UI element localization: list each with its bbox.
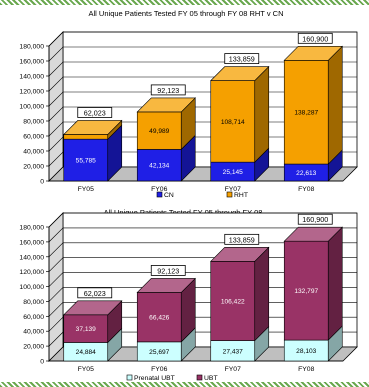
chart-title: All Unique Patients Tested FY 05 through… (104, 208, 263, 217)
total-label: 160,900 (302, 34, 328, 43)
total-label: 92,123 (157, 86, 179, 95)
legend-label: UBT (204, 375, 218, 382)
y-tick-label: 80,000 (23, 299, 44, 306)
x-tick-label: FY07 (225, 366, 241, 373)
bar-ubt-top (210, 247, 270, 262)
data-label-rht: 49,989 (149, 128, 170, 135)
y-tick-label: 160,000 (19, 59, 44, 66)
bar-ubt-top (283, 226, 343, 242)
y-tick-label: 180,000 (19, 225, 44, 232)
bar-ubt-front (210, 261, 256, 341)
y-tick-label: 120,000 (19, 269, 44, 276)
data-label-prenatal-ubt: 24,884 (76, 349, 97, 356)
x-tick-label: FY07 (225, 186, 241, 193)
data-label-prenatal-ubt: 27,437 (223, 348, 244, 355)
x-tick-label: FY05 (78, 366, 94, 373)
total-label-box (150, 265, 186, 276)
total-label-box (224, 233, 260, 245)
bar-cn-front (136, 149, 182, 182)
data-label-cn: 22,613 (296, 170, 317, 177)
data-label-ubt: 106,422 (221, 298, 245, 305)
bar-ubt-top (136, 278, 196, 293)
bar-rht-front (283, 60, 329, 165)
bar-rht-top (283, 46, 343, 61)
bar-rht-top (210, 66, 270, 81)
gridline (48, 31, 357, 47)
gridline (48, 46, 357, 62)
bar-ubt-top (63, 300, 123, 316)
bar-rht-front (136, 111, 182, 150)
y-tick-label: 40,000 (23, 149, 44, 156)
legend-label: CN (164, 192, 174, 199)
chart-rht-v-cn: All Unique Patients Tested FY 05 through… (19, 9, 358, 199)
total-label-box (297, 32, 333, 44)
bar-rht-front (63, 134, 109, 140)
y-tick-label: 0 (40, 359, 44, 366)
legend-label: RHT (234, 192, 248, 199)
y-tick-label: 80,000 (23, 119, 44, 126)
total-label: 160,900 (302, 215, 328, 224)
y-tick-label: 0 (40, 179, 44, 186)
data-label-ubt: 37,139 (76, 326, 97, 333)
total-label-box (77, 107, 113, 118)
legend-swatch (126, 374, 133, 381)
bar-ubt-side (254, 246, 270, 342)
y-tick-label: 20,000 (23, 164, 44, 171)
y-tick-label: 100,000 (19, 284, 44, 291)
bar-rht-top (63, 120, 123, 135)
data-label-ubt: 132,797 (294, 288, 318, 295)
data-label-prenatal-ubt: 28,103 (296, 348, 317, 355)
x-tick-label: FY06 (151, 366, 167, 373)
x-tick-label: FY08 (298, 186, 314, 193)
gridline (48, 212, 357, 228)
bar-rht-top (136, 97, 196, 113)
data-label-cn: 42,134 (149, 163, 170, 170)
y-tick-label: 60,000 (23, 134, 44, 141)
total-label: 62,023 (84, 108, 106, 117)
x-tick-label: FY06 (151, 186, 167, 193)
y-tick-label: 60,000 (23, 314, 44, 321)
bar-rht-side (254, 65, 270, 163)
bar-rht-side (327, 45, 343, 165)
chart-title: All Unique Patients Tested FY 05 through… (89, 9, 284, 18)
data-label-rht: 108,714 (221, 119, 245, 126)
total-label-box (77, 287, 113, 299)
legend-label: Prenatal UBT (134, 375, 175, 382)
data-label-ubt: 66,426 (149, 315, 170, 322)
y-tick-label: 140,000 (19, 254, 44, 261)
chart-ubt-v-prenatal: All Unique Patients Tested FY 05 through… (19, 208, 358, 382)
legend-swatch (196, 374, 203, 381)
total-label: 133,859 (229, 235, 255, 244)
y-tick-label: 120,000 (19, 89, 44, 96)
x-tick-label: FY08 (298, 366, 314, 373)
x-tick-label: FY05 (78, 186, 94, 193)
y-tick-label: 40,000 (23, 329, 44, 336)
y-tick-label: 140,000 (19, 74, 44, 81)
y-tick-label: 100,000 (19, 104, 44, 111)
bar-cn-front (63, 138, 109, 182)
legend-swatch (226, 191, 233, 198)
data-label-prenatal-ubt: 25,697 (149, 349, 170, 356)
bar-ubt-front (136, 292, 182, 343)
total-label: 62,023 (84, 289, 106, 298)
gridline (48, 227, 357, 243)
bar-ubt-front (283, 240, 329, 341)
total-label-box (150, 84, 186, 96)
y-tick-label: 180,000 (19, 44, 44, 51)
bar-ubt-side (327, 226, 343, 341)
y-tick-label: 160,000 (19, 239, 44, 246)
data-label-cn: 55,785 (76, 158, 97, 165)
data-label-rht: 138,287 (294, 110, 318, 117)
hatched-border-bottom (0, 382, 369, 387)
total-label: 92,123 (157, 266, 179, 275)
y-tick-label: 20,000 (23, 344, 44, 351)
total-label-box (297, 213, 333, 225)
hatched-border-top (0, 0, 369, 5)
data-label-cn: 25,145 (223, 169, 244, 176)
total-label: 133,859 (229, 55, 255, 64)
legend-swatch (156, 191, 163, 198)
total-label-box (224, 53, 260, 65)
